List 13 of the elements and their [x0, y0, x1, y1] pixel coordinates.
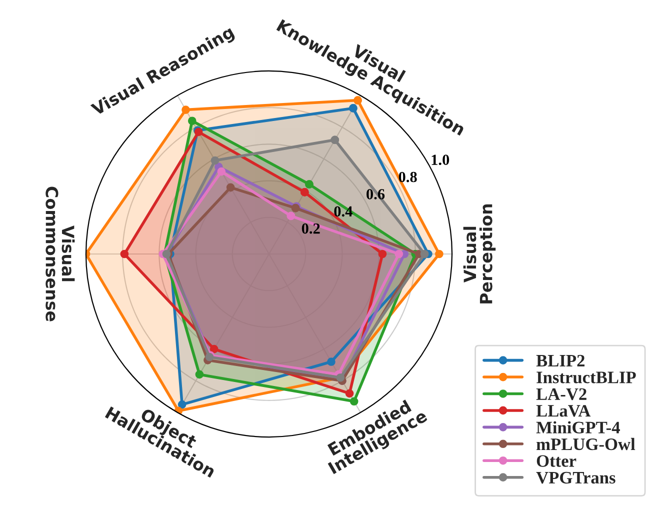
spoke-label: Visual Perception	[463, 204, 496, 304]
legend-label: Otter	[536, 455, 576, 467]
legend-label: mPLUG-Owl	[536, 438, 636, 450]
y-tick-label: 0.6	[366, 189, 385, 200]
legend-label: LLaVA	[536, 405, 591, 417]
y-tick-label: 0.2	[302, 223, 320, 234]
legend-label: MiniGPT-4	[536, 421, 620, 434]
y-tick-label: 1.0	[432, 154, 450, 166]
legend-label: InstructBLIP	[536, 372, 636, 384]
legend-label: LA-V2	[536, 388, 586, 400]
legend-label: BLIP2	[536, 354, 584, 366]
spoke-label: Visual Commonsense	[46, 186, 75, 322]
legend-label: VPGTrans	[536, 472, 616, 484]
